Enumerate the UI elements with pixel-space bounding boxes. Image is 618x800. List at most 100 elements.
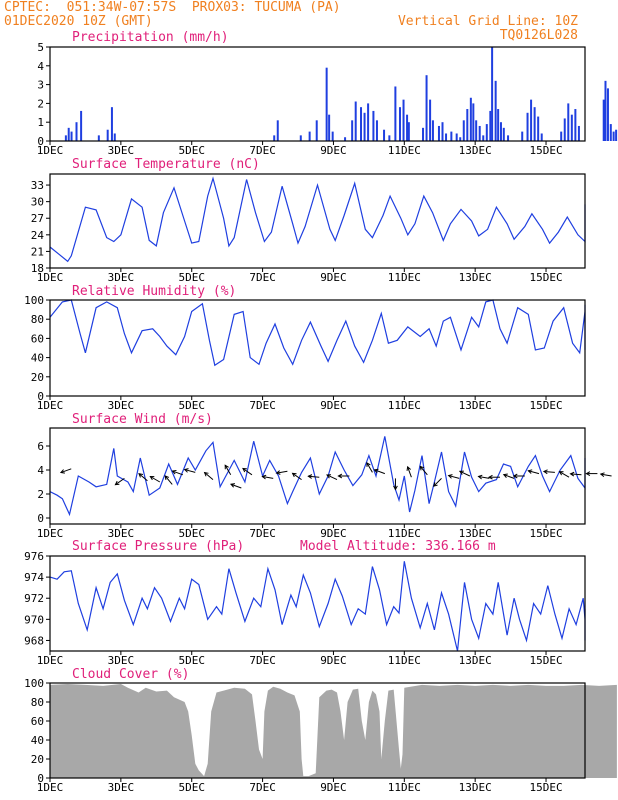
y-tick-label: 0 — [37, 512, 44, 525]
wind-arrow-shaft — [478, 475, 490, 479]
wind-arrow-head — [366, 461, 371, 467]
precip-bar — [502, 127, 505, 141]
wind-arrow-head — [149, 475, 155, 481]
precip-bar — [499, 122, 502, 141]
y-tick-label: 5 — [37, 41, 44, 54]
x-tick-label: 1DEC — [37, 527, 64, 540]
precip-bar — [437, 125, 440, 141]
x-tick-label: 11DEC — [388, 654, 421, 667]
precip-bar — [459, 137, 462, 141]
wind-arrow-head — [337, 473, 343, 479]
wind-arrow-shaft — [543, 470, 555, 473]
wind-arrow-head — [406, 465, 411, 471]
y-tick-label: 30 — [31, 196, 44, 209]
wind-arrow-shaft — [459, 470, 471, 477]
wind-arrow-shaft — [292, 472, 302, 481]
x-tick-label: 7DEC — [249, 781, 276, 794]
precip-bar — [441, 122, 444, 141]
x-tick-label: 9DEC — [320, 654, 347, 667]
y-tick-label: 24 — [31, 229, 45, 242]
precip-bar — [445, 133, 448, 141]
panel-title: Cloud Cover (%) — [72, 667, 189, 682]
precip-bar — [429, 99, 432, 141]
wind-arrow-head — [599, 472, 605, 477]
precip-bar — [450, 131, 453, 141]
x-tick-label: 3DEC — [108, 144, 135, 157]
wind-arrow-head — [291, 472, 297, 478]
precip-bar — [75, 122, 78, 141]
panel-title: Surface Temperature (nC) — [72, 157, 260, 172]
y-tick-label: 20 — [31, 371, 44, 384]
x-tick-label: 13DEC — [459, 271, 492, 284]
precip-bar — [331, 131, 334, 141]
y-tick-label: 6 — [37, 440, 44, 453]
panel-frame — [49, 46, 586, 142]
wind-arrow-shaft — [419, 466, 428, 476]
wind-arrow-shaft — [204, 472, 214, 480]
wind-arrow-head — [558, 471, 564, 476]
y-tick-label: 33 — [31, 179, 44, 192]
wind-arrow-head — [432, 482, 438, 487]
x-tick-label: 5DEC — [178, 144, 205, 157]
precip-bar — [106, 129, 109, 141]
cloud-cover-area — [50, 684, 617, 778]
wind-arrow-shaft — [150, 476, 161, 483]
x-tick-label: 15DEC — [529, 144, 562, 157]
wind-arrow-head — [419, 465, 425, 471]
x-tick-label: 13DEC — [459, 654, 492, 667]
header-station: CPTEC: 051:34W-07:57S PROX03: TUCUMA (PA… — [4, 0, 341, 15]
wind-arrow-head — [138, 473, 144, 478]
precip-bar — [363, 112, 366, 141]
precip-bar — [308, 131, 311, 141]
y-tick-label: 2 — [37, 97, 44, 110]
precip-bar — [469, 97, 472, 141]
y-tick-label: 968 — [24, 634, 44, 647]
precip-bar — [455, 133, 458, 141]
wind-arrow-head — [447, 474, 453, 479]
wind-arrow-shaft — [115, 477, 125, 486]
wind-arrow-head — [171, 469, 177, 475]
precip-bar — [372, 110, 375, 141]
precip-bar — [526, 112, 529, 141]
wind-arrow-shaft — [60, 468, 72, 474]
precip-bar — [615, 129, 618, 141]
wind-arrow-shaft — [230, 483, 242, 489]
x-tick-label: 1DEC — [37, 781, 64, 794]
x-tick-label: 7DEC — [249, 654, 276, 667]
precip-bar — [431, 120, 434, 141]
wind-arrow-shaft — [600, 473, 612, 477]
y-tick-label: 2 — [37, 488, 44, 501]
x-tick-label: 11DEC — [388, 399, 421, 412]
precip-bar — [402, 99, 405, 141]
x-tick-label: 5DEC — [178, 781, 205, 794]
x-tick-label: 11DEC — [388, 271, 421, 284]
y-tick-label: 4 — [37, 60, 44, 73]
y-tick-label: 3 — [37, 79, 44, 92]
wind-arrow-shaft — [374, 469, 385, 475]
precip-bar — [482, 135, 485, 141]
wind-arrow-shaft — [262, 475, 274, 479]
y-tick-label: 80 — [31, 696, 44, 709]
precip-bar — [367, 103, 370, 141]
precip-bar — [325, 67, 328, 141]
x-tick-label: 11DEC — [388, 527, 421, 540]
precip-bar — [602, 99, 605, 141]
precip-bar — [344, 137, 347, 141]
y-tick-label: 60 — [31, 715, 44, 728]
wind-arrow-shaft — [407, 466, 412, 478]
precip-bar — [383, 129, 386, 141]
precip-bar — [530, 99, 533, 141]
y-tick-label: 100 — [24, 677, 44, 690]
precip-bar — [315, 120, 318, 141]
precip-bar — [388, 135, 391, 141]
panel-title: Precipitation (mm/h) — [72, 30, 229, 45]
wind-arrow-head — [164, 475, 170, 480]
wind-arrow-shaft — [448, 475, 460, 479]
x-tick-label: 5DEC — [178, 527, 205, 540]
wind-arrow-head — [512, 473, 518, 479]
precip-bar — [276, 120, 279, 141]
precip-bar — [537, 116, 540, 141]
x-tick-label: 5DEC — [178, 399, 205, 412]
wind-arrow-head — [114, 480, 120, 486]
precip-bar — [485, 124, 488, 141]
